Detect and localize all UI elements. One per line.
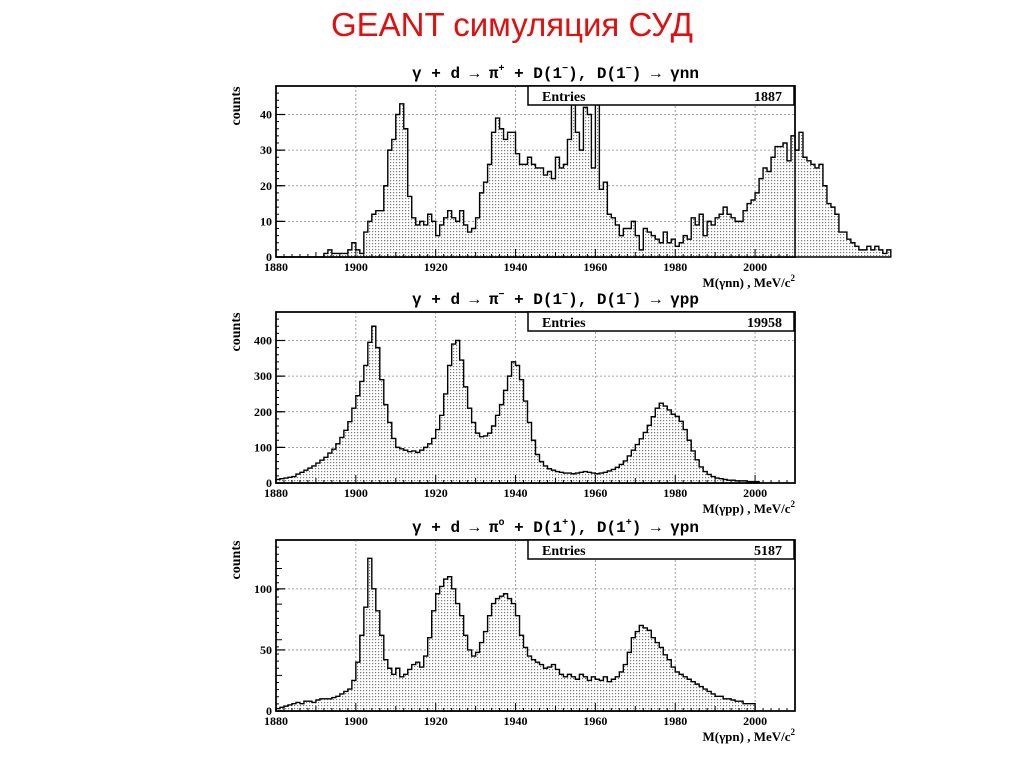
- x-tick-label: 1940: [504, 260, 528, 274]
- stats-box: [527, 539, 795, 560]
- stats-box: [527, 311, 795, 332]
- x-tick-label: 1880: [264, 714, 288, 728]
- x-tick-label: 2000: [743, 260, 767, 274]
- y-axis-label: counts: [229, 86, 244, 125]
- y-tick-label: 300: [254, 369, 272, 383]
- x-tick-label: 1900: [344, 714, 368, 728]
- x-axis-label: M(γpp) , MeV/c2: [702, 499, 795, 516]
- x-tick-label: 2000: [743, 714, 767, 728]
- y-tick-label: 0: [266, 704, 272, 718]
- y-axis-label: counts: [229, 540, 244, 579]
- stats-value: 19958: [747, 316, 782, 331]
- stats-value: 5187: [754, 544, 782, 559]
- stats-label: Entries: [542, 544, 586, 559]
- x-tick-label: 1880: [264, 260, 288, 274]
- y-axis-label: counts: [229, 312, 244, 351]
- x-tick-label: 1940: [504, 486, 528, 500]
- x-tick-label: 1900: [344, 260, 368, 274]
- stats-label: Entries: [542, 90, 586, 105]
- y-tick-label: 10: [260, 214, 272, 228]
- y-tick-label: 200: [254, 405, 272, 419]
- y-tick-label: 0: [266, 250, 272, 264]
- y-tick-label: 20: [260, 179, 272, 193]
- y-tick-label: 0: [266, 476, 272, 490]
- histogram-series: [275, 325, 760, 484]
- y-tick-label: 30: [260, 143, 272, 157]
- stats-label: Entries: [542, 316, 586, 331]
- y-tick-label: 50: [260, 643, 272, 657]
- x-tick-label: 1960: [583, 260, 607, 274]
- y-tick-label: 100: [254, 582, 272, 596]
- x-tick-label: 1960: [583, 486, 607, 500]
- x-axis-label: M(γpn) , MeV/c2: [702, 727, 795, 744]
- x-tick-label: 1980: [663, 260, 687, 274]
- x-tick-label: 1920: [424, 714, 448, 728]
- x-tick-label: 1920: [424, 486, 448, 500]
- histogram-panel-1: 1880 1900 1920 1940 1960 1980 2000 0 10 20 30 40 cou…: [229, 64, 892, 290]
- x-tick-label: 1900: [344, 486, 368, 500]
- histogram-panel-3: 1880 1900 1920 1940 1960 1980 2000 0 50 100 counts…: [229, 518, 796, 744]
- x-tick-label: 1920: [424, 260, 448, 274]
- chart-title: γ + d → πo + D(1+), D(1+) → γpn: [412, 518, 699, 537]
- x-tick-label: 1880: [264, 486, 288, 500]
- x-tick-label: 1960: [583, 714, 607, 728]
- chart-title: γ + d → π+ + D(1−), D(1−) → γnn: [412, 64, 699, 83]
- y-tick-label: 400: [254, 334, 272, 348]
- x-tick-label: 1940: [504, 714, 528, 728]
- y-tick-label: 40: [260, 108, 272, 122]
- y-tick-label: 100: [254, 440, 272, 454]
- stats-value: 1887: [754, 90, 782, 105]
- x-tick-label: 2000: [743, 486, 767, 500]
- x-tick-label: 1980: [663, 486, 687, 500]
- slide-title: GEANT симуляция СУД: [330, 6, 694, 43]
- x-axis-label: M(γnn) , MeV/c2: [702, 273, 795, 290]
- x-tick-label: 1980: [663, 714, 687, 728]
- stats-box: [527, 85, 795, 106]
- histogram-series: [275, 557, 756, 712]
- chart-title: γ + d → π− + D(1−), D(1−) → γpp: [412, 290, 699, 309]
- histogram-panel-2: 1880 1900 1920 1940 1960 1980 2000 0 100 200 300 40…: [229, 290, 796, 516]
